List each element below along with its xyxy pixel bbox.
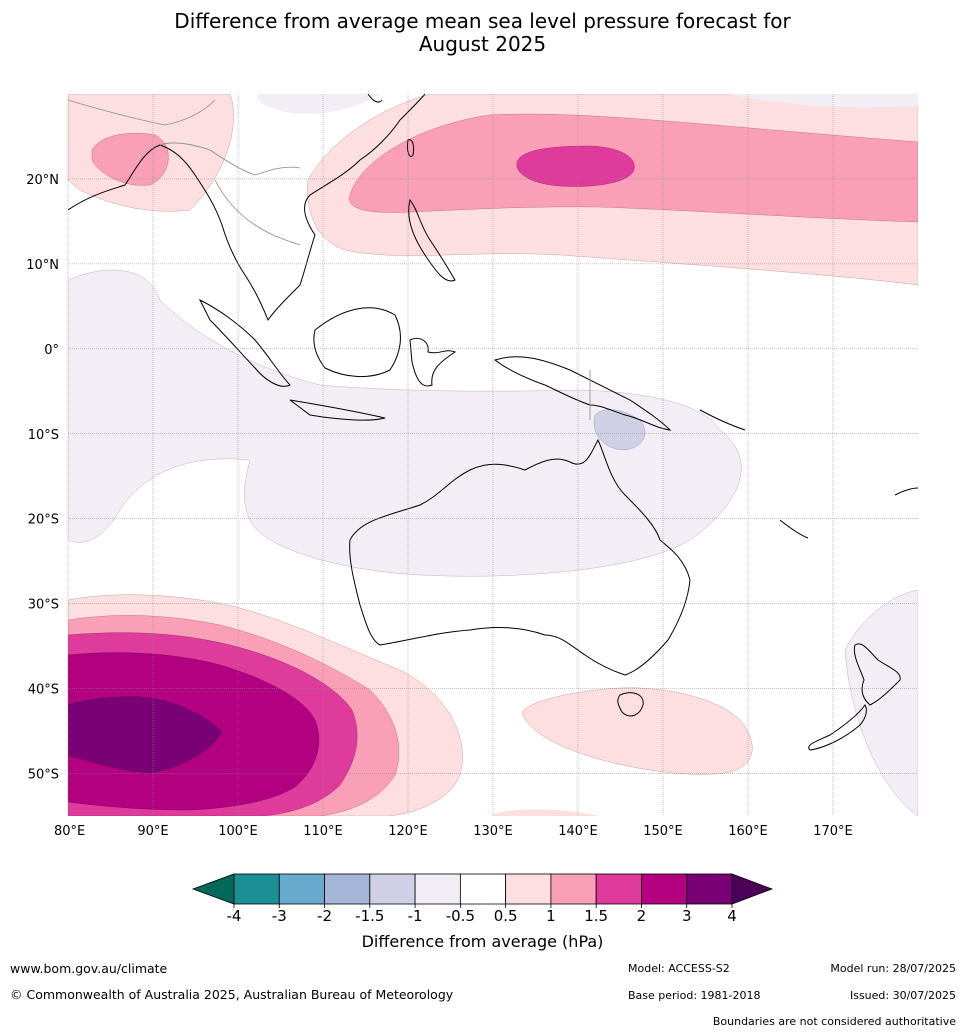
colorbar-tick-label: -1 xyxy=(408,907,423,925)
footer-issued: Issued: 30/07/2025 xyxy=(849,989,956,1002)
colorbar-swatch xyxy=(505,873,552,905)
colorbar-tick-label: -2 xyxy=(317,907,332,925)
colorbar-tick-label: -4 xyxy=(227,907,242,925)
lat-tick-label: 20°N xyxy=(26,173,59,188)
colorbar-tick-label: 4 xyxy=(727,907,737,925)
new-zealand-south xyxy=(808,704,867,751)
colorbar-swatch xyxy=(459,873,507,905)
colorbar-swatch xyxy=(550,873,597,905)
lat-tick-label: 30°S xyxy=(28,598,59,613)
lon-tick-label: 120°E xyxy=(388,824,428,839)
colorbar-swatch xyxy=(233,873,280,905)
lon-tick-label: 150°E xyxy=(643,824,683,839)
colorbar-tick-label: -1.5 xyxy=(355,907,384,925)
lon-tick-label: 170°E xyxy=(813,824,853,839)
contour-sio-3 xyxy=(68,696,223,774)
colorbar-tick-label: 0.5 xyxy=(494,907,518,925)
japan-korea-coast xyxy=(367,94,383,103)
lon-tick-label: 130°E xyxy=(473,824,513,839)
lat-tick-label: 20°S xyxy=(28,513,59,528)
chart-title: Difference from average mean sea level p… xyxy=(0,10,965,56)
contour-far-south xyxy=(490,809,600,816)
colorbar-swatch xyxy=(414,873,461,905)
lon-tick-label: 140°E xyxy=(558,824,598,839)
lon-tick-label: 90°E xyxy=(137,824,168,839)
lat-tick-label: 10°N xyxy=(26,258,59,273)
lon-tick-label: 80°E xyxy=(54,824,85,839)
colorbar-swatch xyxy=(641,873,688,905)
vanuatu-islands xyxy=(779,519,809,539)
colorbar-swatch xyxy=(686,873,733,905)
latitude-tick-labels: 20°N 10°N 0° 10°S 20°S 30°S 40°S 50°S xyxy=(26,173,59,783)
colorbar-swatch xyxy=(369,873,416,905)
title-line-2: August 2025 xyxy=(418,32,547,56)
contour-sa-0.5 xyxy=(521,687,753,775)
colorbar-tick-label: 1 xyxy=(546,907,556,925)
footer-copyright: © Commonwealth of Australia 2025, Austra… xyxy=(10,987,454,1002)
tasmania-coast xyxy=(617,692,644,717)
new-guinea-coast xyxy=(493,356,672,431)
longitude-tick-labels: 80°E 90°E 100°E 110°E 120°E 130°E 140°E 150°E 16… xyxy=(54,824,853,839)
solomon-islands xyxy=(699,409,746,431)
colorbar-swatch xyxy=(278,873,325,905)
contour-neg-0.5 xyxy=(68,269,742,577)
contour-png-neg-1 xyxy=(593,409,646,451)
fiji-islands xyxy=(894,487,918,496)
sumatra-coast xyxy=(198,298,291,387)
footer-model-run: Model run: 28/07/2025 xyxy=(830,962,956,975)
contour-ne-neg xyxy=(730,94,918,108)
contour-bay-1 xyxy=(91,132,169,186)
new-zealand-north xyxy=(853,643,901,706)
lat-tick-label: 40°S xyxy=(28,683,59,698)
colorbar-swatch xyxy=(595,873,642,905)
colorbar-tick-label: 1.5 xyxy=(584,907,608,925)
lon-tick-label: 110°E xyxy=(303,824,343,839)
footer-model: Model: ACCESS-S2 xyxy=(628,962,730,975)
borneo-coast xyxy=(313,307,401,378)
colorbar-swatch xyxy=(324,873,371,905)
title-line-1: Difference from average mean sea level p… xyxy=(174,9,791,33)
australia-coast xyxy=(349,438,691,676)
java-coast xyxy=(289,399,386,421)
lat-tick-label: 50°S xyxy=(28,768,59,783)
colorbar-tick-label: 3 xyxy=(682,907,692,925)
contour-se-neg xyxy=(844,589,918,816)
graticule xyxy=(67,94,918,816)
lon-tick-label: 160°E xyxy=(728,824,768,839)
contour-npac-1.5 xyxy=(516,145,635,187)
anomaly-contours xyxy=(68,94,918,816)
contour-nw-neg xyxy=(257,94,380,114)
colorbar-tick-label: 2 xyxy=(637,907,647,925)
lat-tick-label: 0° xyxy=(44,343,59,358)
sulawesi-coast xyxy=(409,337,457,387)
colorbar-over-arrow xyxy=(731,873,774,905)
colorbar-tick-label: -0.5 xyxy=(446,907,475,925)
lon-tick-label: 100°E xyxy=(218,824,258,839)
philippines-coast xyxy=(408,198,456,282)
footer-disclaimer: Boundaries are not considered authoritat… xyxy=(712,1015,956,1028)
taiwan-coast xyxy=(407,139,415,157)
country-borders xyxy=(68,99,591,420)
footer-website: www.bom.gov.au/climate xyxy=(10,961,168,976)
colorbar-under-arrow xyxy=(191,873,235,905)
colorbar: -4 -3 -2 -1.5 -1 -0.5 0.5 1 1.5 2 3 4 xyxy=(191,873,774,925)
lat-tick-label: 10°S xyxy=(28,428,59,443)
colorbar-label: Difference from average (hPa) xyxy=(361,932,604,951)
footer-base-period: Base period: 1981-2018 xyxy=(628,989,761,1002)
colorbar-tick-label: -3 xyxy=(272,907,287,925)
